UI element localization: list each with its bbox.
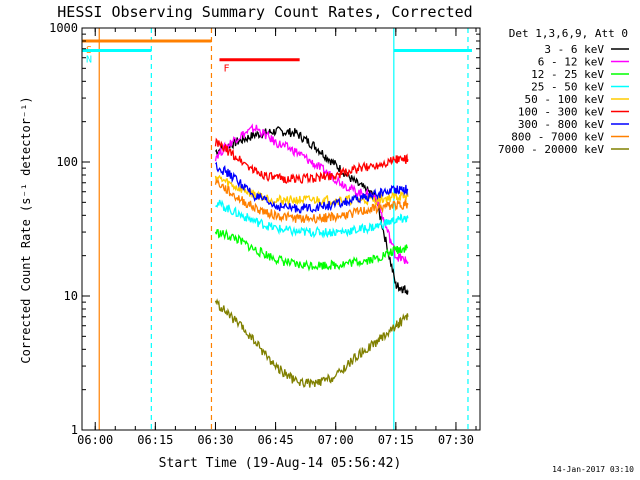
series-line-5 (214, 137, 409, 184)
plot-frame (81, 27, 481, 431)
timestamp: 14-Jan-2017 03:10 (552, 465, 634, 474)
series-line-1 (214, 123, 409, 265)
y-tick-label-1: 10 (64, 289, 78, 303)
series-line-0 (214, 126, 409, 295)
legend-label-7: 800 - 7000 keV (511, 131, 604, 144)
x-tick-label-6: 07:30 (438, 433, 474, 447)
x-tick-label-0: 06:00 (77, 433, 113, 447)
series-line-8 (214, 298, 409, 388)
x-tick-label-5: 07:15 (378, 433, 414, 447)
x-axis-label: Start Time (19-Aug-14 05:56:42) (159, 456, 402, 471)
annotation-label-1: N (86, 54, 92, 65)
y-tick-label-3: 1000 (49, 21, 78, 35)
annotation-label-2: F (223, 64, 229, 75)
axes: 06:00 06:15 06:30 06:45 07:00 07:15 07:30 1 10 10… (49, 21, 481, 447)
series-line-3 (215, 199, 409, 239)
legend-label-3: 25 - 50 keV (531, 81, 604, 94)
legend-label-4: 50 - 100 keV (525, 93, 605, 106)
x-tick-label-1: 06:15 (137, 433, 173, 447)
legend-title: Det 1,3,6,9, Att 0 (509, 27, 628, 40)
legend-label-0: 3 - 6 keV (544, 43, 604, 56)
series-line-6 (215, 161, 409, 214)
legend-label-1: 6 - 12 keV (538, 56, 605, 69)
chart-title: HESSI Observing Summary Count Rates, Cor… (57, 3, 472, 21)
legend-label-8: 7000 - 20000 keV (498, 143, 604, 156)
legend-label-5: 100 - 300 keV (518, 106, 604, 119)
y-tick-label-2: 100 (56, 155, 78, 169)
series-line-7 (214, 178, 409, 224)
x-tick-label-3: 06:45 (258, 433, 294, 447)
series-line-2 (214, 228, 409, 272)
x-tick-label-2: 06:30 (197, 433, 233, 447)
vertical-markers (98, 28, 469, 430)
x-tick-label-4: 07:00 (318, 433, 354, 447)
annotation-bars: SNF (82, 39, 472, 75)
legend-label-2: 12 - 25 keV (531, 68, 604, 81)
series-group (214, 123, 409, 388)
y-axis-label: Corrected Count Rate (s⁻¹ detector⁻¹) (19, 96, 33, 363)
legend-label-6: 300 - 800 keV (518, 118, 604, 131)
y-tick-label-0: 1 (71, 423, 78, 437)
